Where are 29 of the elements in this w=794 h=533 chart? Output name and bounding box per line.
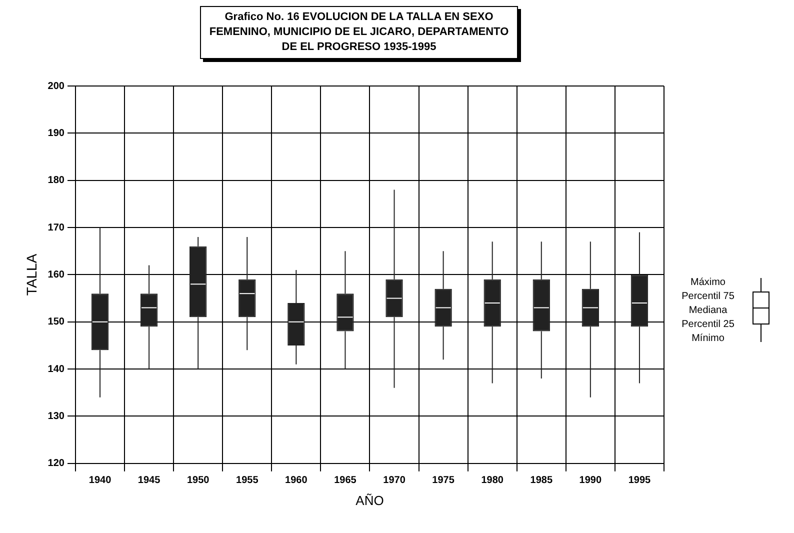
x-tick-label: 1970 — [383, 475, 406, 486]
x-tick-label: 1985 — [530, 475, 553, 486]
text: Percentil 25 — [680, 318, 736, 332]
x-tick-label: 1965 — [334, 475, 357, 486]
x-tick-label: 1945 — [138, 475, 161, 486]
x-tick-label: 1955 — [236, 475, 259, 486]
x-tick-label: 1980 — [481, 475, 504, 486]
y-tick-label: 180 — [48, 175, 65, 186]
y-tick-label: 140 — [48, 364, 65, 375]
text: Máximo — [689, 276, 726, 290]
y-tick-label: 150 — [48, 316, 65, 328]
x-tick-label: 1995 — [628, 475, 652, 486]
text: Mínimo — [690, 332, 726, 346]
y-tick-label: 200 — [48, 80, 65, 92]
x-axis-title: AÑO — [356, 492, 384, 508]
x-tick-label: 1990 — [579, 475, 602, 486]
y-tick-label: 120 — [48, 458, 65, 470]
x-tick-label: 1950 — [186, 475, 210, 486]
x-tick-label: 1960 — [285, 475, 308, 486]
text: Mediana — [688, 304, 728, 318]
y-axis-title: TALLA — [23, 253, 40, 296]
x-tick-label: 1940 — [88, 475, 112, 486]
y-tick-label: 190 — [48, 128, 65, 139]
y-tick-label: 130 — [48, 410, 65, 422]
y-tick-label: 170 — [48, 222, 65, 234]
text: Percentil 75 — [680, 290, 736, 304]
x-tick-label: 1975 — [432, 475, 455, 486]
chart-title: Grafico No. 16 EVOLUCION DE LA TALLA EN SEXO FEMENINO, MUNICIPIO DE EL JICARO, DEPARTAMENTO DE EL PROGRESO 1935-1995 — [200, 6, 518, 59]
y-tick-label: 160 — [48, 269, 65, 280]
